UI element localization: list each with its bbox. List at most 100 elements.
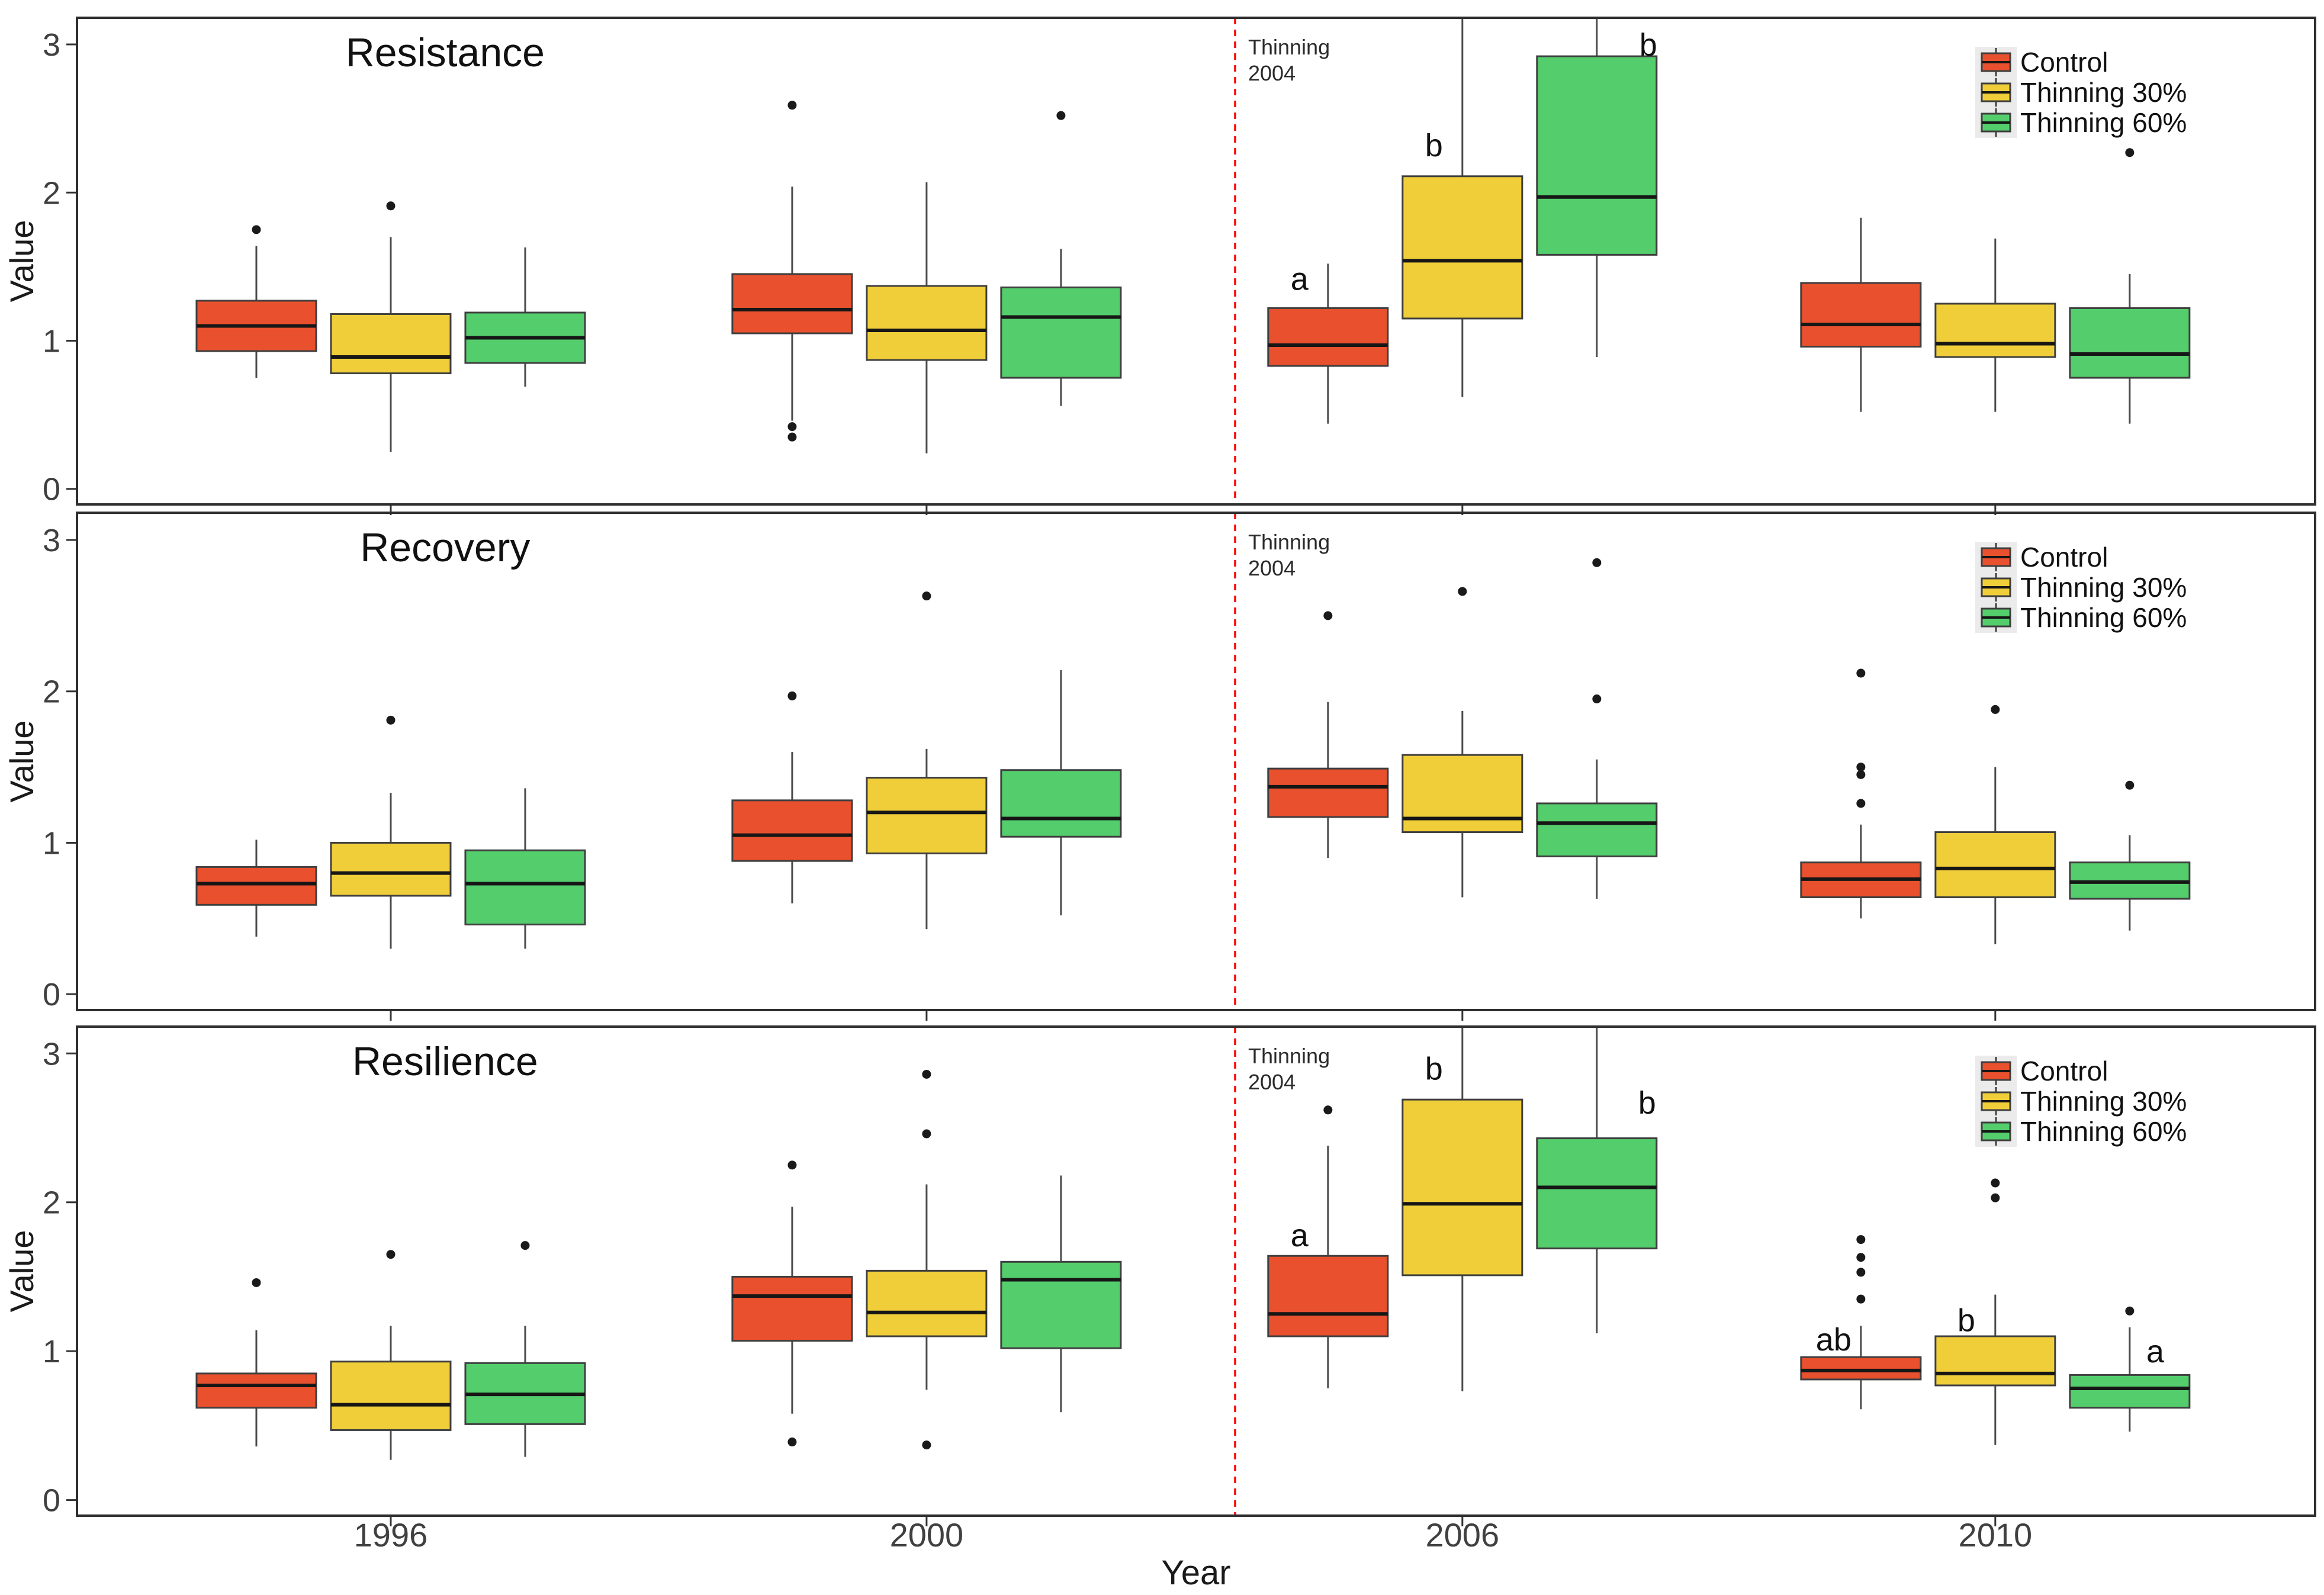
series-thinning-30 [330, 587, 2056, 949]
outlier-control-2010-0 [1856, 1294, 1866, 1304]
event-line-label-1: Thinning [1248, 530, 1330, 554]
outlier-control-2010-1 [1856, 1268, 1866, 1277]
box-thinning-30-2000 [866, 776, 988, 854]
outlier-thinning-60-2010-0 [2125, 780, 2135, 790]
outlier-control-2000-1 [787, 1438, 797, 1447]
outlier-thinning-30-2010-1 [1991, 1178, 2000, 1188]
y-tick-label-0: 0 [43, 977, 60, 1012]
box-control-1996 [195, 866, 317, 906]
legend-label-thinning-30: Thinning 30% [2020, 1086, 2187, 1117]
legend-item-control: Control [1975, 47, 2108, 78]
outlier-thinning-60-2006-1 [1592, 558, 1602, 567]
outlier-thinning-30-2010-0 [1991, 705, 2000, 714]
sig-letter-control-2006: a [1291, 1218, 1309, 1253]
box-thinning-60-2010 [2069, 1374, 2191, 1409]
legend-label-control: Control [2020, 47, 2108, 78]
box-control-2010 [1800, 1356, 1922, 1381]
sig-letter-thinning-60-2006: b [1638, 1085, 1656, 1121]
outlier-control-2010-2 [1856, 1253, 1866, 1262]
event-line-label-1: Thinning [1248, 1044, 1330, 1068]
outlier-control-2000-0 [787, 1160, 797, 1170]
outlier-thinning-30-2000-0 [922, 591, 931, 601]
series-thinning-30: b [330, 18, 2056, 454]
y-tick-label-1: 1 [43, 1334, 60, 1369]
outlier-control-2000-0 [787, 101, 797, 110]
outlier-thinning-60-2010-0 [2125, 1306, 2135, 1316]
y-tick-label-1: 1 [43, 825, 60, 861]
box-control-2000 [731, 273, 853, 335]
outlier-thinning-30-1996-0 [386, 715, 396, 725]
y-axis-title: Value [3, 720, 40, 802]
outlier-thinning-30-2000-1 [922, 1129, 931, 1139]
box-control-2000 [731, 799, 853, 862]
legend-item-thinning-60: Thinning 60% [1975, 602, 2187, 633]
outlier-thinning-30-1996-0 [386, 201, 396, 211]
outlier-control-2000-1 [787, 422, 797, 432]
x-tick-label-2010: 2010 [1959, 1516, 2033, 1554]
y-tick-label-2: 2 [43, 1185, 60, 1221]
y-axis-title: Value [3, 220, 40, 302]
outlier-thinning-30-2006-0 [1458, 587, 1467, 596]
panel-title-resilience: Resilience [352, 1039, 538, 1084]
x-tick-label-2006: 2006 [1426, 1516, 1500, 1554]
y-tick-label-3: 3 [43, 27, 60, 63]
outlier-control-2010-0 [1856, 799, 1866, 808]
x-tick-label-2000: 2000 [890, 1516, 964, 1554]
outlier-control-2010-2 [1856, 763, 1866, 772]
x-axis-title: Year [1161, 1554, 1230, 1592]
sig-letter-thinning-60-2010: a [2146, 1334, 2165, 1369]
series-thinning-60 [464, 558, 2191, 949]
outlier-control-2010-3 [1856, 668, 1866, 678]
box-thinning-30-2006 [1402, 754, 1523, 834]
panel-border [76, 17, 2316, 506]
y-tick-label-1: 1 [43, 323, 60, 359]
panel-plot-area [195, 513, 2191, 1010]
box-thinning-30-2006 [1402, 175, 1523, 320]
box-thinning-60-2006 [1536, 802, 1658, 857]
sig-letter-control-2010: ab [1816, 1322, 1852, 1358]
box-thinning-30-2006 [1402, 1098, 1523, 1276]
box-thinning-60-2006 [1536, 1137, 1658, 1250]
box-thinning-60-2010 [2069, 307, 2191, 379]
series-thinning-60: ba [464, 1027, 2191, 1457]
sig-letter-control-2006: a [1291, 261, 1309, 297]
outlier-thinning-60-1996-0 [520, 1241, 530, 1250]
legend-item-thinning-30: Thinning 30% [1975, 77, 2187, 108]
box-thinning-30-1996 [330, 1361, 452, 1431]
series-control: a ab [195, 1105, 1922, 1447]
outlier-control-1996-0 [252, 1278, 261, 1287]
sig-letter-thinning-30-2006: b [1425, 128, 1443, 163]
y-tick-label-2: 2 [43, 175, 60, 211]
legend-item-thinning-30: Thinning 30% [1975, 572, 2187, 603]
box-thinning-60-2000 [1000, 769, 1122, 838]
legend-label-thinning-30: Thinning 30% [2020, 572, 2187, 603]
series-control: a [195, 101, 1922, 442]
outlier-control-2006-0 [1323, 611, 1333, 620]
outlier-control-2006-0 [1323, 1105, 1333, 1115]
panel-title-resistance: Resistance [346, 30, 545, 75]
outlier-thinning-30-2000-2 [922, 1440, 931, 1450]
event-line-label-1: Thinning [1248, 35, 1330, 59]
legend-item-control: Control [1975, 542, 2108, 573]
event-line-label-2: 2004 [1248, 61, 1296, 85]
outlier-control-1996-0 [252, 225, 261, 234]
y-tick-label-0: 0 [43, 1483, 60, 1519]
series-control [195, 611, 1922, 937]
box-control-2006 [1267, 1255, 1389, 1337]
box-thinning-60-1996 [464, 849, 586, 926]
outlier-control-2010-1 [1856, 770, 1866, 779]
legend-label-thinning-60: Thinning 60% [2020, 602, 2187, 633]
legend-label-control: Control [2020, 1056, 2108, 1086]
outlier-thinning-60-2000-0 [1056, 111, 1066, 120]
legend-item-thinning-60: Thinning 60% [1975, 107, 2187, 138]
outlier-thinning-30-2010-0 [1991, 1193, 2000, 1202]
outlier-control-2010-3 [1856, 1235, 1866, 1245]
legend-label-control: Control [2020, 542, 2108, 573]
outlier-control-2000-0 [787, 691, 797, 700]
box-control-2006 [1267, 767, 1389, 818]
